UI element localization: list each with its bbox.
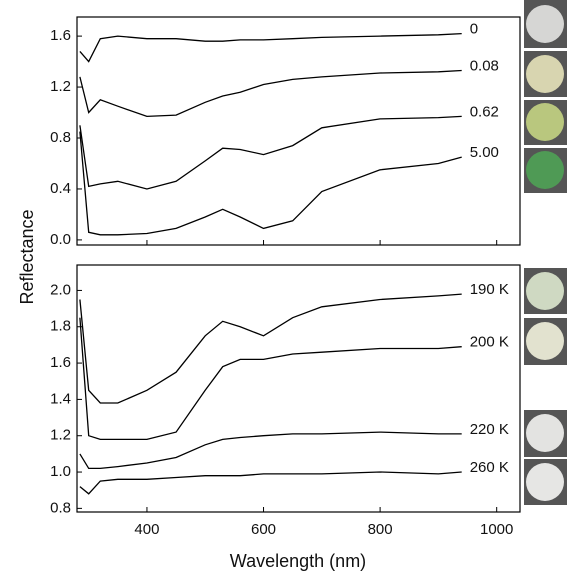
sample-dish — [526, 272, 564, 310]
spectrum-line — [79, 69, 462, 118]
y-tick-label: 1.2 — [50, 427, 71, 444]
spectrum-line — [79, 471, 462, 495]
sample-dish — [526, 55, 564, 93]
x-tick-label: 600 — [251, 521, 276, 538]
y-tick-label: 1.6 — [50, 354, 71, 371]
series-label: 190 K — [470, 281, 509, 298]
y-tick-label: 1.6 — [50, 27, 71, 44]
sample-dish — [526, 103, 564, 141]
series-label: 5.00 — [470, 144, 499, 161]
spectrum-line — [79, 131, 462, 236]
plot-frame — [76, 16, 521, 246]
y-tick-label: 1.4 — [50, 390, 71, 407]
y-tick-label: 1.8 — [50, 318, 71, 335]
series-label: 260 K — [470, 459, 509, 476]
series-label: 200 K — [470, 334, 509, 351]
sample-dish — [526, 5, 564, 43]
y-tick-label: 0.4 — [50, 180, 71, 197]
spectrum-line — [79, 115, 462, 190]
series-label: 220 K — [470, 421, 509, 438]
sample-photos — [524, 0, 567, 505]
spectrum-line — [79, 293, 462, 404]
y-tick-label: 0.8 — [50, 129, 71, 146]
y-axis-title: Reflectance — [17, 209, 37, 304]
x-tick-label: 1000 — [480, 521, 513, 538]
sample-dish — [526, 463, 564, 501]
y-tick-label: 0.8 — [50, 499, 71, 516]
spectrum-line — [79, 317, 462, 441]
x-tick-label: 400 — [134, 521, 159, 538]
spectrum-line — [79, 32, 462, 63]
series-label: 0.62 — [470, 103, 499, 120]
y-tick-label: 1.2 — [50, 78, 71, 95]
plot-frame — [76, 264, 521, 513]
y-tick-label: 1.0 — [50, 463, 71, 480]
series-label: 0.08 — [470, 57, 499, 74]
y-tick-label: 0.0 — [50, 231, 71, 248]
spectrum-line — [79, 431, 462, 470]
y-tick-label: 2.0 — [50, 281, 71, 298]
sample-dish — [526, 151, 564, 189]
sample-dish — [526, 414, 564, 452]
x-tick-label: 800 — [368, 521, 393, 538]
sample-dish — [526, 322, 564, 360]
series-label: 0 — [470, 21, 478, 38]
x-axis-title: Wavelength (nm) — [230, 551, 366, 571]
